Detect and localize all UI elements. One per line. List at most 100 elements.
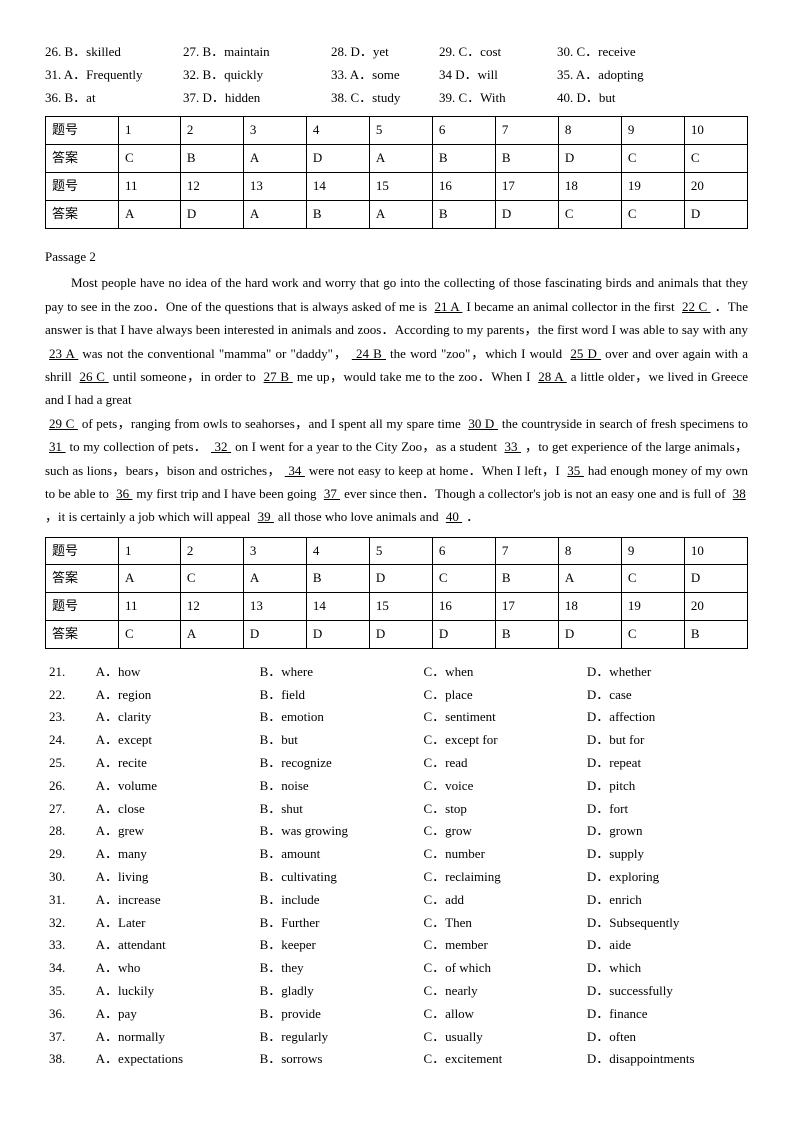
blank-33: 33 <box>500 439 525 454</box>
table-cell: 14 <box>306 593 369 621</box>
table-cell: 16 <box>432 172 495 200</box>
option-row: 33.A．attendantB．keeperC．memberD．aide <box>45 934 748 957</box>
option-choice: A．volume <box>92 775 256 798</box>
option-choice: A．increase <box>92 889 256 912</box>
blank-37: 37 <box>320 486 344 501</box>
table-cell: A <box>180 621 243 649</box>
option-choice: C．sentiment <box>420 706 583 729</box>
option-choice: A．clarity <box>92 706 256 729</box>
option-choice: B．cultivating <box>256 866 420 889</box>
top-answer: 39. C．With <box>439 88 549 109</box>
option-choice: A．pay <box>92 1003 256 1026</box>
option-row: 38.A．expectationsB．sorrowsC．excitementD．… <box>45 1048 748 1071</box>
option-row: 27.A．closeB．shutC．stopD．fort <box>45 798 748 821</box>
blank-24: 24 B <box>348 346 390 361</box>
option-choice: C．member <box>420 934 583 957</box>
option-choice: A．except <box>92 729 256 752</box>
option-choice: C．number <box>420 843 583 866</box>
option-number: 28. <box>45 820 92 843</box>
option-choice: D．disappointments <box>583 1048 748 1071</box>
option-choice: D．grown <box>583 820 748 843</box>
table-cell: C <box>558 200 621 228</box>
option-choice: D．often <box>583 1026 748 1049</box>
passage-text: the word "zoo"，which I would <box>390 346 566 361</box>
table-cell: A <box>243 200 306 228</box>
option-number: 24. <box>45 729 92 752</box>
table-cell: C <box>432 565 495 593</box>
option-choice: D．aide <box>583 934 748 957</box>
option-choice: D．Subsequently <box>583 912 748 935</box>
blank-28: 28 A <box>534 369 571 384</box>
table-cell: 8 <box>558 117 621 145</box>
option-choice: B．shut <box>256 798 420 821</box>
table-cell: 6 <box>432 537 495 565</box>
option-row: 21.A．howB．whereC．whenD．whether <box>45 661 748 684</box>
option-choice: D．fort <box>583 798 748 821</box>
table-cell: 19 <box>621 172 684 200</box>
table-cell: D <box>306 145 369 173</box>
option-choice: B．noise <box>256 775 420 798</box>
table-label: 题号 <box>46 537 119 565</box>
top-answers-block: 26. B．skilled27. B．maintain28. D．yet29. … <box>45 42 748 108</box>
option-choice: D．repeat <box>583 752 748 775</box>
table-cell: B <box>495 565 558 593</box>
table-cell: D <box>369 621 432 649</box>
option-row: 32.A．LaterB．FurtherC．ThenD．Subsequently <box>45 912 748 935</box>
answer-table-1: 题号12345678910 答案CBADABBDCC 题号11121314151… <box>45 116 748 228</box>
passage-text: of pets，ranging from owls to seahorses，a… <box>82 416 464 431</box>
top-answer: 36. B．at <box>45 88 175 109</box>
option-number: 36. <box>45 1003 92 1026</box>
option-choice: B．include <box>256 889 420 912</box>
table-cell: 20 <box>684 172 747 200</box>
passage-text: I became an animal collector in the firs… <box>466 299 678 314</box>
option-choice: B．gladly <box>256 980 420 1003</box>
table-cell: D <box>558 621 621 649</box>
blank-34: 34 <box>281 463 309 478</box>
table-cell: 4 <box>306 117 369 145</box>
passage-text: ． <box>466 509 479 524</box>
passage-text: ，it is certainly a job which will appeal <box>45 509 254 524</box>
top-answer: 26. B．skilled <box>45 42 175 63</box>
blank-27: 27 B <box>260 369 297 384</box>
table-cell: 13 <box>243 172 306 200</box>
option-choice: D．which <box>583 957 748 980</box>
option-choice: A．Later <box>92 912 256 935</box>
option-choice: D．exploring <box>583 866 748 889</box>
option-choice: D．whether <box>583 661 748 684</box>
option-choice: D．pitch <box>583 775 748 798</box>
table-cell: D <box>558 145 621 173</box>
table-cell: 18 <box>558 172 621 200</box>
option-number: 29. <box>45 843 92 866</box>
table-cell: 10 <box>684 537 747 565</box>
table-cell: 9 <box>621 537 684 565</box>
table-cell: 19 <box>621 593 684 621</box>
blank-30: 30 D <box>464 416 502 431</box>
table-cell: A <box>369 145 432 173</box>
option-choice: D．finance <box>583 1003 748 1026</box>
table-cell: C <box>119 145 181 173</box>
table-label: 答案 <box>46 621 119 649</box>
table-cell: 1 <box>119 537 181 565</box>
option-choice: B．keeper <box>256 934 420 957</box>
table-cell: B <box>432 145 495 173</box>
answer-line-1: 26. B．skilled27. B．maintain28. D．yet29. … <box>45 42 748 63</box>
option-row: 29.A．manyB．amountC．numberD．supply <box>45 843 748 866</box>
table-cell: 2 <box>180 537 243 565</box>
top-answer: 31. A．Frequently <box>45 65 175 86</box>
blank-22: 22 C <box>678 299 715 314</box>
option-number: 31. <box>45 889 92 912</box>
table-cell: 11 <box>119 593 181 621</box>
option-number: 27. <box>45 798 92 821</box>
option-choice: C．reclaiming <box>420 866 583 889</box>
blank-26: 26 C <box>76 369 113 384</box>
option-number: 25. <box>45 752 92 775</box>
option-row: 24.A．exceptB．butC．except forD．but for <box>45 729 748 752</box>
option-choice: B．recognize <box>256 752 420 775</box>
option-choice: B．they <box>256 957 420 980</box>
option-number: 22. <box>45 684 92 707</box>
option-choice: A．who <box>92 957 256 980</box>
table-cell: A <box>243 565 306 593</box>
table-cell: D <box>243 621 306 649</box>
answer-line-3: 36. B．at37. D．hidden38. C．study39. C．Wit… <box>45 88 748 109</box>
table-cell: D <box>369 565 432 593</box>
